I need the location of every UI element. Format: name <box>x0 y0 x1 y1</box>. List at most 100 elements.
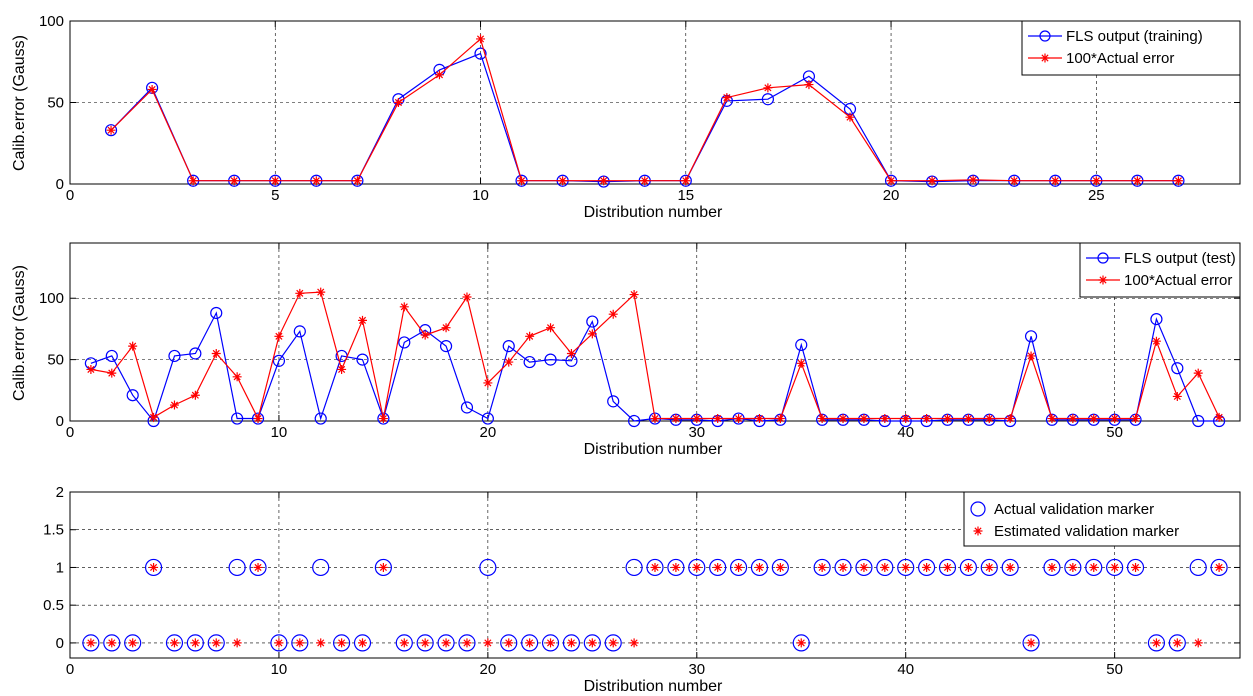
star-marker <box>880 414 890 424</box>
star-marker <box>775 414 785 424</box>
star-marker <box>352 176 362 186</box>
x-tick-label: 20 <box>480 661 497 678</box>
star-marker <box>775 562 785 572</box>
star-marker <box>984 562 994 572</box>
star-marker <box>190 638 200 648</box>
x-axis-label: Distribution number <box>584 441 723 458</box>
y-axis-label: Calib.error (Gauss) <box>11 35 28 171</box>
star-marker <box>1047 562 1057 572</box>
circle-marker <box>314 412 327 425</box>
circle-marker <box>926 175 939 188</box>
x-tick-label: 10 <box>271 661 288 678</box>
star-marker <box>358 638 367 648</box>
star-marker <box>107 368 117 378</box>
circle-marker <box>1085 558 1103 577</box>
circle-marker <box>210 306 223 320</box>
y-tick-label: 100 <box>39 13 64 30</box>
star-marker <box>1005 414 1015 424</box>
star-marker <box>922 562 932 572</box>
star-marker <box>399 302 409 312</box>
circle-marker <box>792 634 810 652</box>
star-marker <box>608 638 618 648</box>
star-marker <box>963 562 973 572</box>
y-tick-label: 50 <box>47 95 64 112</box>
star-marker <box>859 562 869 572</box>
y-tick-label: 0.5 <box>43 597 64 614</box>
circle-marker <box>144 558 163 577</box>
star-marker <box>147 84 157 94</box>
legend-label: FLS output (test) <box>1124 250 1236 267</box>
star-marker <box>1005 562 1015 572</box>
y-tick-label: 0 <box>56 635 64 652</box>
circle-marker <box>1064 558 1082 577</box>
circle-marker <box>249 558 267 577</box>
star-marker <box>968 175 978 185</box>
legend-marker <box>1039 30 1051 42</box>
star-marker <box>692 562 702 572</box>
star-marker <box>650 414 660 424</box>
circle-marker <box>597 175 610 188</box>
star-marker <box>441 323 451 333</box>
circle-marker <box>272 354 286 367</box>
star-marker <box>378 562 388 572</box>
star-marker <box>378 414 388 424</box>
star-marker <box>681 176 691 186</box>
star-marker <box>640 176 650 186</box>
star-marker <box>796 358 806 368</box>
circle-marker <box>312 558 330 577</box>
circle-marker <box>458 634 476 652</box>
circle-marker <box>186 634 204 652</box>
star-marker <box>270 176 280 186</box>
star-marker <box>817 414 827 424</box>
star-marker <box>845 112 855 122</box>
star-marker <box>1131 414 1141 424</box>
star-marker <box>517 176 527 186</box>
star-marker <box>1110 414 1120 424</box>
circle-marker <box>586 315 599 328</box>
circle-marker <box>959 558 977 577</box>
star-marker <box>587 638 597 648</box>
x-tick-label: 5 <box>271 187 279 204</box>
x-tick-label: 0 <box>66 424 74 441</box>
legend-label: Actual validation marker <box>994 501 1154 518</box>
star-marker <box>476 34 486 44</box>
star-marker <box>169 638 179 648</box>
star-marker <box>650 562 660 572</box>
star-marker <box>763 83 773 93</box>
star-marker <box>316 638 326 648</box>
circle-marker <box>1210 558 1228 577</box>
y-tick-label: 0 <box>56 176 64 193</box>
circle-marker <box>207 634 225 652</box>
star-marker <box>149 562 159 572</box>
star-marker <box>713 414 723 424</box>
star-marker <box>963 414 973 424</box>
x-tick-label: 30 <box>688 661 705 678</box>
circle-marker <box>876 558 894 577</box>
star-marker <box>1172 638 1182 648</box>
circle-marker <box>374 558 392 577</box>
circle-marker <box>1001 558 1019 577</box>
legend-marker <box>1040 53 1050 63</box>
circle-marker <box>523 355 536 369</box>
star-marker <box>1068 562 1078 572</box>
legend-marker <box>970 501 986 517</box>
circle-marker <box>583 634 601 652</box>
star-marker <box>211 348 221 358</box>
star-marker <box>886 176 896 186</box>
circle-marker <box>607 395 620 408</box>
star-marker <box>106 125 116 135</box>
star-marker <box>901 562 911 572</box>
star-marker <box>441 638 451 648</box>
circle-marker <box>126 389 139 402</box>
circle-marker <box>646 558 664 577</box>
star-marker <box>838 414 848 424</box>
y-axis-label: Calib.error (Gauss) <box>11 265 28 401</box>
circle-marker <box>1168 634 1186 652</box>
y-tick-label: 1 <box>56 559 64 576</box>
star-marker <box>316 287 326 297</box>
circle-marker <box>82 634 100 652</box>
circle-marker <box>1171 362 1184 375</box>
x-tick-label: 0 <box>66 661 74 678</box>
x-axis-label: Distribution number <box>584 678 723 695</box>
